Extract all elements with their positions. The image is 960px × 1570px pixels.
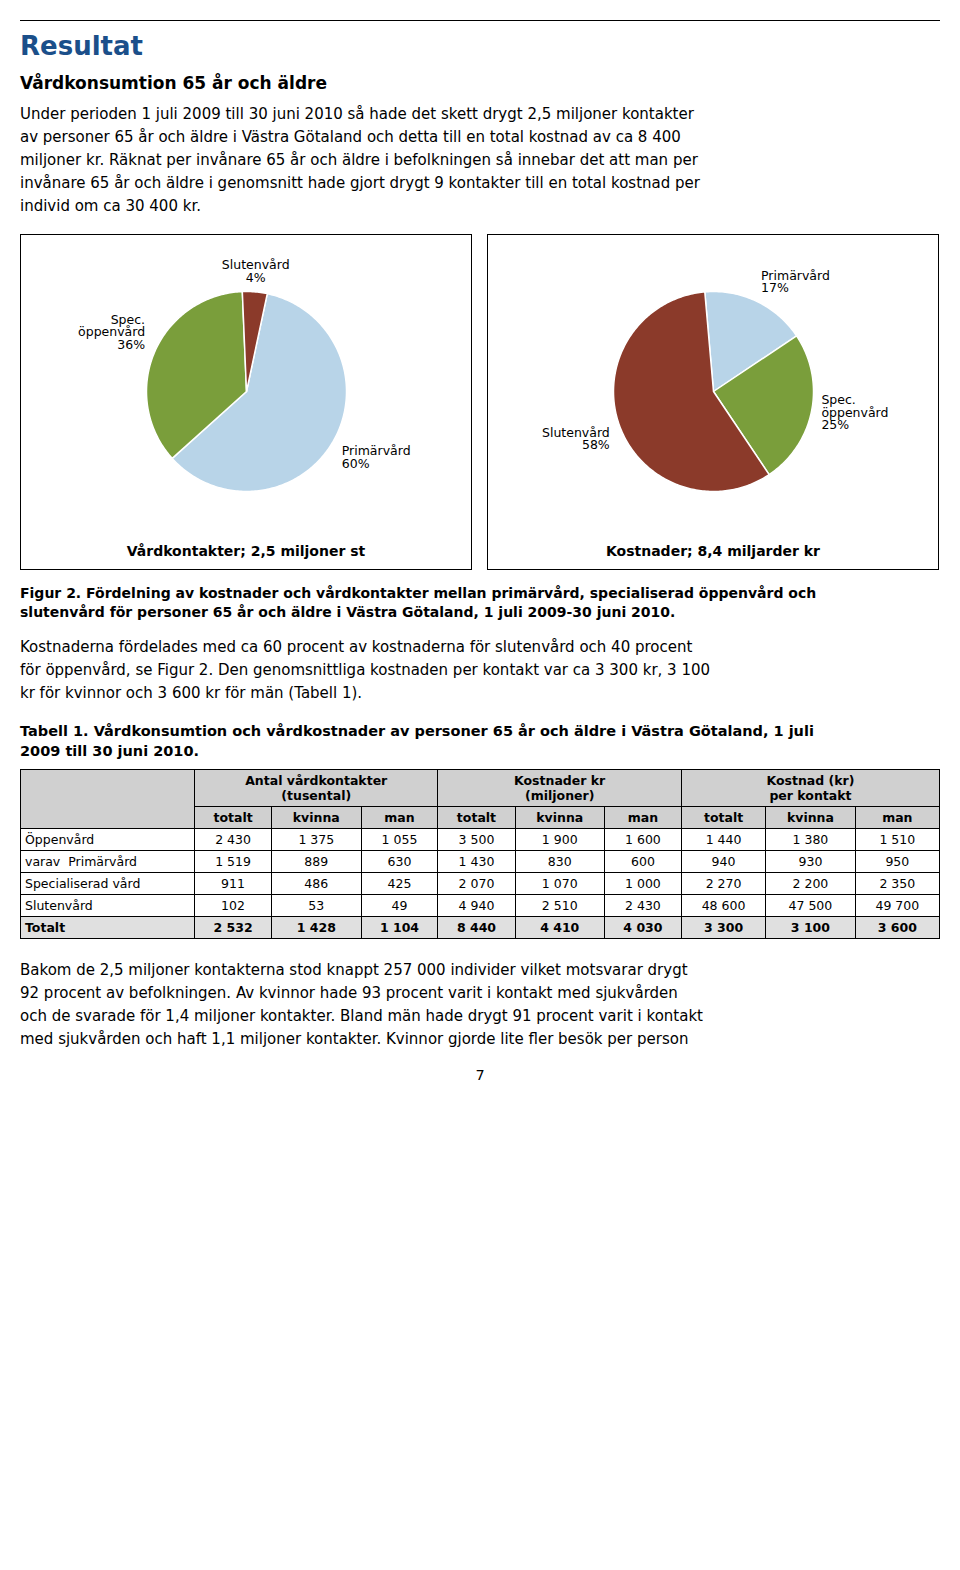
svg-text:Primärvård60%: Primärvård60% xyxy=(342,443,411,471)
html-text:Tabell 1. Vårdkonsumtion och v: Tabell 1. Vårdkonsumtion och vårdkostnad… xyxy=(20,723,814,739)
html-text:för öppenvård, se Figur 2. Den: för öppenvård, se Figur 2. Den genomsnit… xyxy=(20,661,710,679)
html-text:2 350: 2 350 xyxy=(879,876,916,891)
html-text:2 200: 2 200 xyxy=(792,876,829,891)
html-text:kr för kvinnor och 3 600 kr fö: kr för kvinnor och 3 600 kr för män (Tab… xyxy=(20,684,363,702)
html-text:1 428: 1 428 xyxy=(296,920,336,935)
html-text:2009 till 30 juni 2010.: 2009 till 30 juni 2010. xyxy=(20,743,199,759)
html-text:102: 102 xyxy=(221,898,245,913)
html-text:889: 889 xyxy=(304,854,329,869)
html-text:kvinna: kvinna xyxy=(536,810,584,825)
html-text:3 100: 3 100 xyxy=(790,920,830,935)
html-text:Kostnader kr: Kostnader kr xyxy=(514,773,606,788)
html-text:Resultat: Resultat xyxy=(20,31,143,61)
html-text:Totalt: Totalt xyxy=(25,920,66,935)
svg-text:Spec.öppenvård25%: Spec.öppenvård25% xyxy=(821,392,888,432)
html-text:man: man xyxy=(384,810,415,825)
html-text:Kostnader; 8,4 miljarder kr: Kostnader; 8,4 miljarder kr xyxy=(606,543,820,559)
html-text:2 532: 2 532 xyxy=(213,920,253,935)
html-text:med sjukvården och haft 1,1 mi: med sjukvården och haft 1,1 miljoner kon… xyxy=(20,1030,689,1048)
html-text:man: man xyxy=(882,810,913,825)
html-text:man: man xyxy=(627,810,659,825)
html-text:2 510: 2 510 xyxy=(541,898,578,913)
html-text:(miljoner): (miljoner) xyxy=(525,788,595,803)
html-text:49: 49 xyxy=(391,898,408,913)
svg-text:Slutenvård58%: Slutenvård58% xyxy=(542,425,610,453)
html-text:940: 940 xyxy=(711,854,736,869)
html-text:Vårdkonsumtion 65 år och äldre: Vårdkonsumtion 65 år och äldre xyxy=(20,73,327,93)
html-text:1 104: 1 104 xyxy=(379,920,420,935)
html-text:2 070: 2 070 xyxy=(458,876,495,891)
html-text:Figur 2. Fördelning av kostnad: Figur 2. Fördelning av kostnader och vår… xyxy=(20,585,817,601)
html-text:Öppenvård: Öppenvård xyxy=(25,832,95,847)
html-text:2 430: 2 430 xyxy=(625,898,661,913)
html-text:kvinna: kvinna xyxy=(786,810,834,825)
html-text:4 410: 4 410 xyxy=(540,920,580,935)
html-text:1 519: 1 519 xyxy=(215,854,251,869)
html-text:slutenvård för personer 65 år: slutenvård för personer 65 år och äldre … xyxy=(20,604,676,620)
html-text:1 440: 1 440 xyxy=(705,832,742,847)
html-text:3 300: 3 300 xyxy=(704,920,744,935)
html-text:1 380: 1 380 xyxy=(792,832,829,847)
html-text:av personer 65 år och äldre i: av personer 65 år och äldre i Västra Göt… xyxy=(20,128,681,146)
html-text:8 440: 8 440 xyxy=(456,920,497,935)
html-text:totalt: totalt xyxy=(703,810,744,825)
html-text:630: 630 xyxy=(387,854,412,869)
html-text:930: 930 xyxy=(798,854,823,869)
html-text:47 500: 47 500 xyxy=(788,898,833,913)
html-text:Antal vårdkontakter: Antal vårdkontakter xyxy=(245,773,388,788)
html-text:486: 486 xyxy=(304,876,329,891)
html-text:1 070: 1 070 xyxy=(541,876,578,891)
html-text:4 940: 4 940 xyxy=(458,898,495,913)
html-text:Slutenvård: Slutenvård xyxy=(25,898,93,913)
html-text:950: 950 xyxy=(885,854,910,869)
html-text:Kostnaderna fördelades med ca: Kostnaderna fördelades med ca 60 procent… xyxy=(20,638,693,656)
html-text:1 430: 1 430 xyxy=(458,854,495,869)
html-text:Under perioden 1 juli 2009 til: Under perioden 1 juli 2009 till 30 juni … xyxy=(20,105,694,123)
html-text:911: 911 xyxy=(221,876,245,891)
html-text:1 900: 1 900 xyxy=(541,832,578,847)
html-text:2 270: 2 270 xyxy=(705,876,742,891)
html-text:1 055: 1 055 xyxy=(381,832,418,847)
svg-text:Spec.öppenvård36%: Spec.öppenvård36% xyxy=(78,312,145,352)
html-text:totalt: totalt xyxy=(213,810,253,825)
html-text:Bakom de 2,5 miljoner kontakte: Bakom de 2,5 miljoner kontakterna stod k… xyxy=(20,961,688,979)
html-text:1 375: 1 375 xyxy=(298,832,335,847)
html-text:7: 7 xyxy=(475,1067,485,1083)
html-text:3 500: 3 500 xyxy=(458,832,495,847)
html-text:49 700: 49 700 xyxy=(875,898,920,913)
html-text:(tusental): (tusental) xyxy=(281,788,352,803)
html-text:kvinna: kvinna xyxy=(292,810,340,825)
html-text:per kontakt: per kontakt xyxy=(769,788,852,803)
html-text:invånare 65 år och äldre i gen: invånare 65 år och äldre i genomsnitt ha… xyxy=(20,174,700,192)
html-text:totalt: totalt xyxy=(456,810,497,825)
html-text:1 000: 1 000 xyxy=(625,876,661,891)
html-text:92 procent av befolkningen. Av: 92 procent av befolkningen. Av kvinnor h… xyxy=(20,984,678,1002)
svg-text:Slutenvård4%: Slutenvård4% xyxy=(222,257,290,285)
html-text:830: 830 xyxy=(547,854,572,869)
html-text:3 600: 3 600 xyxy=(877,920,917,935)
html-text:Specialiserad vård: Specialiserad vård xyxy=(25,876,141,891)
html-text:varav Primärvård: varav Primärvård xyxy=(25,854,137,869)
html-text:4 030: 4 030 xyxy=(623,920,663,935)
html-text:1 510: 1 510 xyxy=(879,832,916,847)
html-text:miljoner kr. Räknat per invåna: miljoner kr. Räknat per invånare 65 år o… xyxy=(20,151,698,169)
html-text:48 600: 48 600 xyxy=(701,898,746,913)
svg-text:Primärvård17%: Primärvård17% xyxy=(761,268,830,296)
html-text:Kostnad (kr): Kostnad (kr) xyxy=(766,773,855,788)
html-text:2 430: 2 430 xyxy=(215,832,251,847)
html-text:och de svarade för 1,4 miljone: och de svarade för 1,4 miljoner kontakte… xyxy=(20,1007,703,1025)
html-text:600: 600 xyxy=(631,854,655,869)
html-text:individ om ca 30 400 kr.: individ om ca 30 400 kr. xyxy=(20,197,201,215)
html-text:53: 53 xyxy=(308,898,325,913)
html-text:Vårdkontakter; 2,5 miljoner st: Vårdkontakter; 2,5 miljoner st xyxy=(126,543,366,559)
html-text:1 600: 1 600 xyxy=(625,832,661,847)
html-text:425: 425 xyxy=(387,876,412,891)
